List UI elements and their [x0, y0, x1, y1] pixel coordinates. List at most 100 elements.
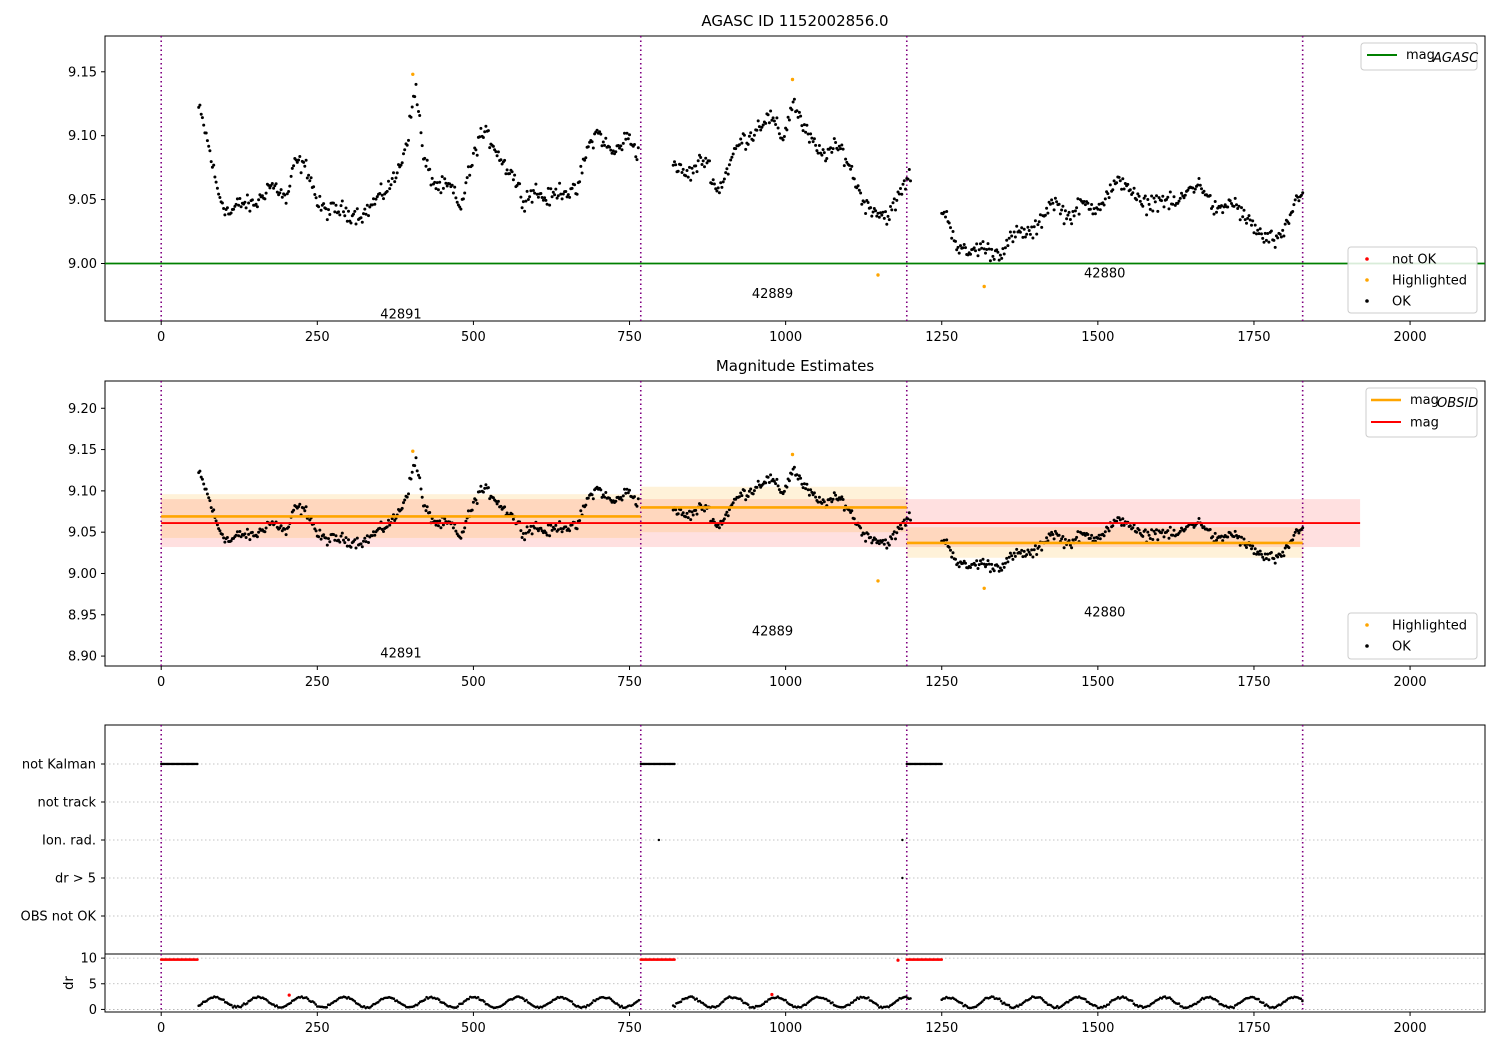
ok-point [453, 185, 457, 189]
ok-point [775, 477, 779, 481]
ok-point [600, 495, 604, 499]
ok-point [451, 191, 455, 195]
dr-point [325, 1006, 329, 1009]
dr-xtick-label: 1500 [1081, 1021, 1114, 1036]
ok-point [347, 209, 350, 213]
highlighted-point [982, 284, 986, 289]
ok-point [1003, 561, 1007, 565]
dr-not-ok-point [940, 958, 943, 961]
ok-point [1103, 530, 1107, 534]
agasc-panel: AGASC ID 1152002856.0 0 250 500 750 1000 1250 1… [68, 12, 1486, 345]
ok-point [831, 497, 835, 501]
ok-point [1118, 518, 1122, 522]
ok-point [1166, 195, 1170, 199]
ok-point [1033, 544, 1037, 548]
ok-point [1143, 194, 1147, 198]
ok-point [802, 123, 806, 127]
ok-point [1299, 193, 1303, 197]
ok-point [1168, 190, 1172, 194]
ok-point [882, 542, 886, 546]
ok-point [1071, 210, 1075, 213]
ok-point [679, 508, 683, 512]
ok-point [962, 243, 966, 246]
ok-point [1121, 177, 1125, 181]
ok-point [806, 488, 810, 492]
ok-point [410, 470, 414, 474]
ok-point [1007, 555, 1011, 559]
ok-point [715, 189, 719, 193]
ok-point [438, 519, 442, 523]
ok-point [949, 226, 952, 230]
ok-point [1240, 206, 1243, 210]
legend-mag-agasc-subscript: AGASC [1432, 51, 1479, 66]
ok-point [1237, 204, 1241, 208]
ok-point [561, 192, 565, 196]
ok-point [1063, 537, 1067, 541]
ok-point [887, 543, 891, 547]
ok-point [1148, 207, 1152, 211]
ok-point [900, 192, 904, 196]
ok-point [1008, 551, 1012, 555]
ok-point [1245, 221, 1248, 225]
ok-point [264, 526, 268, 530]
ok-point [1197, 177, 1201, 180]
ok-point [864, 212, 868, 215]
ok-point [831, 147, 835, 151]
ok-point [717, 191, 721, 195]
ok-point [1103, 197, 1107, 201]
dr-point [673, 1005, 677, 1008]
ok-point [996, 564, 1000, 568]
ok-point [420, 495, 424, 499]
ok-point [1238, 218, 1242, 222]
ok-point [1211, 205, 1215, 208]
ok-point [414, 456, 418, 460]
ok-point [1055, 200, 1059, 204]
ok-point [284, 533, 288, 537]
ok-point [724, 171, 728, 175]
ok-point [906, 517, 910, 521]
ok-point [409, 115, 413, 119]
ok-point [1071, 538, 1075, 542]
ok-point [198, 103, 202, 107]
ok-point [1111, 524, 1115, 528]
ok-point [1251, 544, 1255, 548]
ok-point [671, 508, 675, 512]
ok-point [856, 184, 860, 188]
ok-point [860, 533, 864, 537]
ok-point [625, 487, 629, 491]
dr-point [721, 1000, 725, 1003]
ok-point [837, 144, 841, 148]
ok-point [1235, 203, 1238, 207]
ok-point [839, 147, 843, 151]
ok-point [976, 567, 980, 570]
ok-point [609, 148, 613, 152]
dr-point [909, 997, 912, 1000]
ok-point [817, 144, 821, 147]
ok-point [1258, 549, 1262, 553]
ok-point [680, 171, 684, 174]
ok-point [1250, 547, 1253, 551]
ok-point [410, 105, 414, 109]
ok-point [840, 495, 844, 499]
ok-point [1273, 245, 1277, 249]
ok-point [1266, 552, 1270, 556]
ok-point [830, 500, 834, 504]
ok-point [238, 197, 242, 200]
ok-point [415, 469, 419, 473]
ok-point [373, 533, 377, 537]
ok-point [864, 539, 868, 543]
dr-point [1148, 1004, 1151, 1008]
mag-xtick-label: 1500 [1081, 675, 1114, 690]
agasc-xtick-label: 1000 [769, 330, 802, 345]
legend-swatch [1365, 257, 1369, 261]
ok-point [478, 490, 482, 494]
agasc-ytick-label: 9.05 [68, 193, 97, 208]
ok-point [796, 477, 800, 481]
ok-point [703, 509, 706, 513]
ok-point [1067, 210, 1071, 214]
ok-point [280, 195, 284, 199]
dr-point [960, 1001, 964, 1005]
ok-point [836, 498, 840, 502]
ok-point [731, 152, 735, 156]
ok-point [340, 199, 344, 203]
